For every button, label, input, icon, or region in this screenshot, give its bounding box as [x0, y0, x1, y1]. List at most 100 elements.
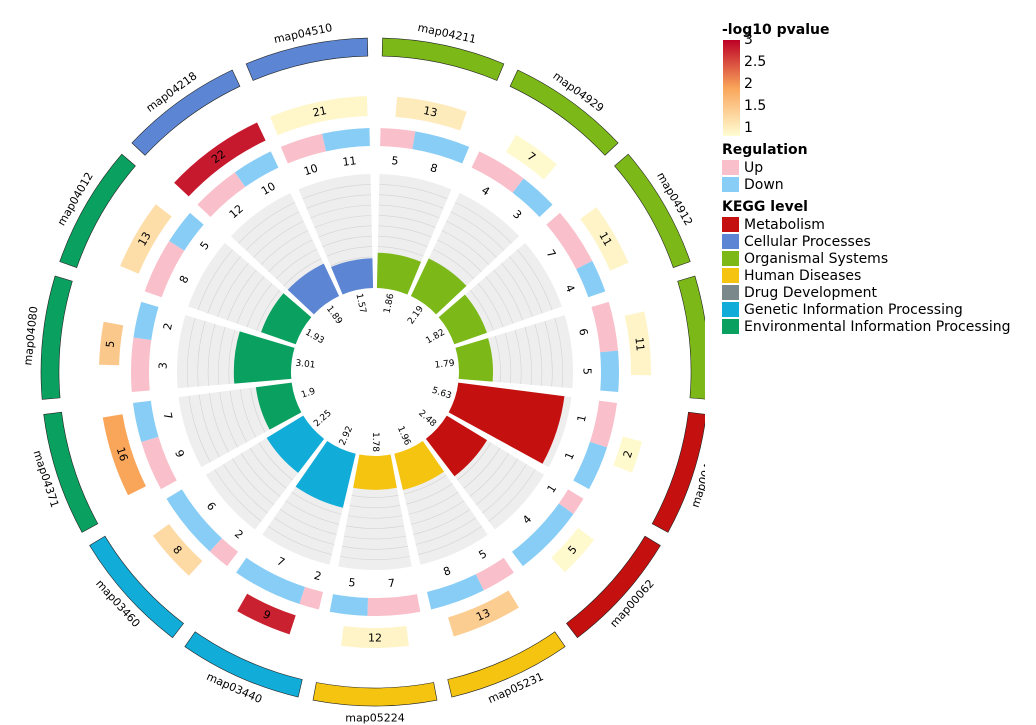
regulation-up-segment	[209, 538, 239, 567]
bar-gridline	[198, 394, 220, 458]
bar-gridline	[469, 453, 510, 497]
bar-gridline	[450, 211, 505, 251]
regulation-up-segment	[197, 172, 246, 218]
bar-gridline	[534, 323, 543, 386]
up-count-label: 3	[156, 362, 169, 369]
bar-gridline	[418, 526, 482, 555]
regulation-down-segment	[169, 212, 204, 251]
rich-factor-label: 1.57	[353, 293, 367, 315]
bar-gridline	[432, 248, 475, 280]
legend-item-human-diseases: Human Diseases	[722, 267, 1032, 284]
gene-count-label: 13	[422, 104, 438, 120]
regulation-down-segment	[133, 301, 159, 340]
regulation-down-segment	[329, 594, 368, 616]
rich-factor-bar	[261, 293, 312, 345]
rich-factor-label: 5.63	[430, 386, 452, 402]
significance-segment	[270, 96, 368, 136]
kegg-level-segment	[381, 37, 505, 81]
regulation-down-segment	[234, 151, 279, 187]
regulation-up-segment	[131, 337, 152, 392]
bar-gridline	[314, 215, 372, 228]
legend-pvalue-gradient-area: 3 2.5 2 1.5 1	[722, 33, 1032, 136]
bar-gridline	[342, 545, 408, 550]
up-count-label: 6	[576, 327, 590, 336]
significance-segment	[395, 96, 467, 131]
gene-count-label: 13	[136, 230, 154, 249]
significance-segment	[237, 593, 296, 635]
regulation-up-segment	[558, 489, 584, 514]
bar-gridline	[238, 202, 295, 244]
rich-factor-label: 2.19	[406, 304, 426, 326]
significance-segment	[613, 436, 643, 473]
legend-pvalue-tick: 3	[744, 32, 753, 48]
bar-gridline	[256, 289, 281, 331]
significance-segment	[448, 590, 519, 637]
legend-label: Environmental Information Processing	[744, 318, 1011, 335]
legend-item-environmental-information-processing: Environmental Information Processing	[722, 318, 1032, 335]
gene-count-label: 16	[114, 446, 131, 463]
bar-gridline	[229, 390, 248, 443]
legend-kegg-title: KEGG level	[722, 199, 808, 215]
legend-swatch	[722, 234, 739, 249]
bar-gridline	[260, 230, 309, 265]
down-count-label: 7	[161, 411, 175, 421]
bar-gridline	[379, 184, 448, 200]
bar-gridline	[223, 463, 268, 514]
rich-factor-label: 3.01	[295, 359, 316, 371]
regulation-down-segment	[412, 131, 470, 164]
up-count-label: 5	[477, 547, 490, 562]
rich-factor-bar	[331, 258, 374, 295]
bar-gridline	[403, 474, 447, 495]
rich-factor-bar	[376, 252, 422, 295]
rich-factor-bar	[295, 441, 356, 508]
significance-segment	[102, 414, 146, 496]
legend-label: Human Diseases	[744, 267, 862, 284]
regulation-down-segment	[512, 178, 553, 218]
significance-segment	[120, 204, 172, 274]
bar-gridline	[226, 269, 257, 321]
legend-label: Metabolism	[744, 216, 825, 233]
up-count-label: 5	[391, 154, 399, 168]
bar-gridline	[544, 320, 553, 387]
bar-gridline	[437, 239, 482, 272]
bar-gridline	[343, 535, 407, 540]
bar-gridline	[273, 517, 335, 545]
rich-factor-label: 2.48	[416, 408, 438, 429]
kegg-level-segment	[43, 411, 99, 533]
significance-segment	[174, 122, 266, 197]
regulation-down-segment	[600, 350, 619, 392]
bar-gridline	[410, 500, 465, 525]
rich-factor-label: 1.78	[370, 432, 380, 452]
legend-swatch	[722, 285, 739, 300]
gene-count-label: 11	[596, 230, 614, 249]
bar-gridline	[318, 225, 372, 238]
rich-factor-label: 1.89	[324, 304, 344, 326]
significance-segment	[624, 311, 651, 376]
legend-swatch	[722, 319, 739, 334]
rich-factor-bar	[438, 294, 487, 345]
bar-gridline	[279, 508, 337, 535]
legend-swatch	[722, 251, 739, 266]
bar-gridline	[258, 442, 293, 481]
legend: -log10 pvalue 3 2.5 2 1.5 1 Regulation U…	[722, 22, 1032, 341]
rich-factor-bar	[233, 331, 295, 384]
rich-factor-bar	[455, 338, 494, 382]
legend-label: Up	[744, 159, 764, 176]
kegg-level-segment	[59, 153, 136, 268]
bar-gridline	[524, 326, 532, 385]
legend-pvalue-tick: 2.5	[744, 54, 767, 70]
bar-gridline	[378, 215, 436, 228]
down-count-label: 10	[259, 180, 278, 198]
bar-gridline	[441, 230, 490, 265]
bar-gridline	[408, 491, 459, 515]
legend-swatch	[722, 160, 739, 175]
legend-item-organismal-systems: Organismal Systems	[722, 250, 1032, 267]
legend-item-genetic-information-processing: Genetic Information Processing	[722, 301, 1032, 318]
kegg-level-segment	[447, 631, 566, 698]
down-count-label: 3	[510, 208, 524, 222]
legend-pvalue: -log10 pvalue 3 2.5 2 1.5 1	[722, 22, 1032, 136]
bar-gridline	[268, 526, 332, 555]
legend-swatch	[722, 217, 739, 232]
kegg-level-segment	[245, 37, 369, 81]
bar-gridline	[285, 500, 340, 525]
